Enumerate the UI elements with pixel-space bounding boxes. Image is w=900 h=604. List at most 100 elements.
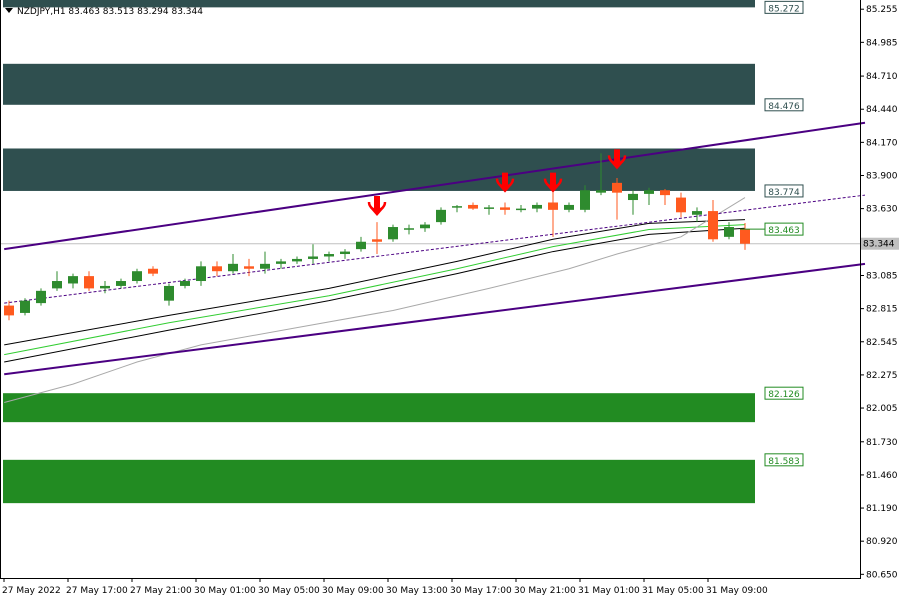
marker-arrow bbox=[370, 195, 384, 216]
candle-body bbox=[500, 207, 510, 210]
candle-body bbox=[660, 190, 670, 196]
candle-25 bbox=[404, 224, 414, 235]
y-axis: 85.255 84.985 84.710 84.440 84.170 83.900 83.6… bbox=[860, 5, 899, 580]
y-tick-label: 82.275 bbox=[866, 371, 898, 381]
y-tick-label: 83.630 bbox=[866, 205, 898, 215]
candle-29 bbox=[468, 202, 478, 210]
marker-arrow bbox=[498, 172, 512, 193]
candle-23 bbox=[372, 222, 382, 255]
candle-12 bbox=[196, 261, 206, 286]
candle-body bbox=[36, 290, 46, 304]
zone-label-2: 83.774 bbox=[764, 184, 804, 198]
candle-body bbox=[468, 204, 478, 209]
candle-body bbox=[388, 227, 398, 240]
candle-3 bbox=[52, 271, 62, 291]
candle-18 bbox=[292, 256, 302, 264]
triangle-down-icon[interactable] bbox=[5, 8, 13, 13]
candle-17 bbox=[276, 258, 286, 269]
candle-46 bbox=[740, 222, 750, 250]
y-tick-label: 85.255 bbox=[866, 5, 898, 15]
down-arrow-icon bbox=[607, 149, 627, 170]
x-tick-label: 27 May 17:00 bbox=[66, 586, 128, 596]
candle-43 bbox=[692, 207, 702, 223]
candle-body bbox=[644, 190, 654, 194]
x-tick-label: 31 May 09:00 bbox=[706, 586, 768, 596]
zone-labels-layer: 85.272 84.476 83.774 82.126 81.583 83.463 bbox=[740, 0, 804, 467]
candle-24 bbox=[388, 224, 398, 242]
zones-layer bbox=[3, 0, 755, 504]
level-label: 83.463 bbox=[740, 222, 804, 236]
zone-label-box bbox=[764, 98, 804, 112]
candle-body bbox=[676, 197, 686, 213]
candle-8 bbox=[132, 268, 142, 284]
candle-34 bbox=[548, 190, 558, 237]
candle-body bbox=[708, 211, 718, 240]
candle-body bbox=[308, 256, 318, 259]
candle-body bbox=[276, 261, 286, 264]
candle-6 bbox=[100, 281, 110, 294]
y-tick-label: 84.440 bbox=[866, 105, 898, 115]
x-tick-label: 30 May 17:00 bbox=[450, 586, 512, 596]
candle-11 bbox=[180, 278, 190, 289]
moving-averages-layer bbox=[4, 197, 746, 403]
trendlines-layer bbox=[4, 121, 866, 376]
ma-line-slow-3 bbox=[4, 197, 746, 403]
candle-body bbox=[4, 305, 14, 316]
y-tick-label: 84.170 bbox=[866, 138, 898, 148]
candle-body bbox=[452, 206, 462, 208]
candle-42 bbox=[676, 192, 686, 218]
zone-label-text: 81.583 bbox=[768, 457, 800, 467]
candle-body bbox=[436, 209, 446, 223]
chart-title: NZDJPY,H1 83.463 83.513 83.294 83.344 bbox=[17, 7, 203, 17]
candle-body bbox=[244, 266, 254, 269]
candle-5 bbox=[84, 271, 94, 291]
candle-1 bbox=[20, 298, 30, 316]
candle-body bbox=[180, 281, 190, 286]
y-tick-label: 81.460 bbox=[866, 471, 898, 481]
candle-body bbox=[324, 254, 334, 257]
y-tick-label: 83.900 bbox=[866, 171, 898, 181]
x-tick-label: 31 May 05:00 bbox=[642, 586, 704, 596]
y-tick-label: 80.650 bbox=[866, 570, 898, 580]
candle-body bbox=[84, 276, 94, 289]
candle-20 bbox=[324, 251, 334, 262]
zone-label-box bbox=[764, 0, 804, 14]
candle-body bbox=[148, 268, 158, 274]
candle-15 bbox=[244, 258, 254, 277]
candle-39 bbox=[628, 190, 638, 215]
candle-body bbox=[740, 229, 750, 244]
level-label-text: 83.463 bbox=[768, 226, 800, 236]
candle-body bbox=[52, 281, 62, 289]
candles-layer bbox=[4, 153, 750, 321]
candle-44 bbox=[708, 200, 718, 242]
current-price-label: 83.344 bbox=[863, 240, 895, 250]
candle-9 bbox=[148, 266, 158, 277]
zone-label-box bbox=[764, 184, 804, 198]
candle-10 bbox=[164, 283, 174, 306]
candle-body bbox=[724, 227, 734, 237]
candle-body bbox=[116, 281, 126, 286]
y-tick-label: 84.985 bbox=[866, 38, 898, 48]
marker-arrow bbox=[610, 149, 624, 170]
candle-26 bbox=[420, 222, 430, 232]
candle-36 bbox=[580, 185, 590, 213]
candle-22 bbox=[356, 236, 366, 252]
zone-label-4: 81.583 bbox=[764, 453, 804, 467]
candle-body bbox=[612, 182, 622, 193]
candle-body bbox=[228, 263, 238, 272]
candle-body bbox=[580, 190, 590, 210]
candle-14 bbox=[228, 254, 238, 274]
candle-body bbox=[292, 258, 302, 262]
zone-label-3: 82.126 bbox=[764, 386, 804, 400]
candle-body bbox=[484, 207, 494, 209]
down-arrow-icon bbox=[495, 172, 515, 193]
plot-frame bbox=[0, 0, 861, 579]
candle-21 bbox=[340, 249, 350, 259]
candle-4 bbox=[68, 273, 78, 289]
candle-19 bbox=[308, 244, 318, 264]
candle-31 bbox=[500, 202, 510, 215]
candle-41 bbox=[660, 188, 670, 205]
candle-body bbox=[164, 285, 174, 301]
